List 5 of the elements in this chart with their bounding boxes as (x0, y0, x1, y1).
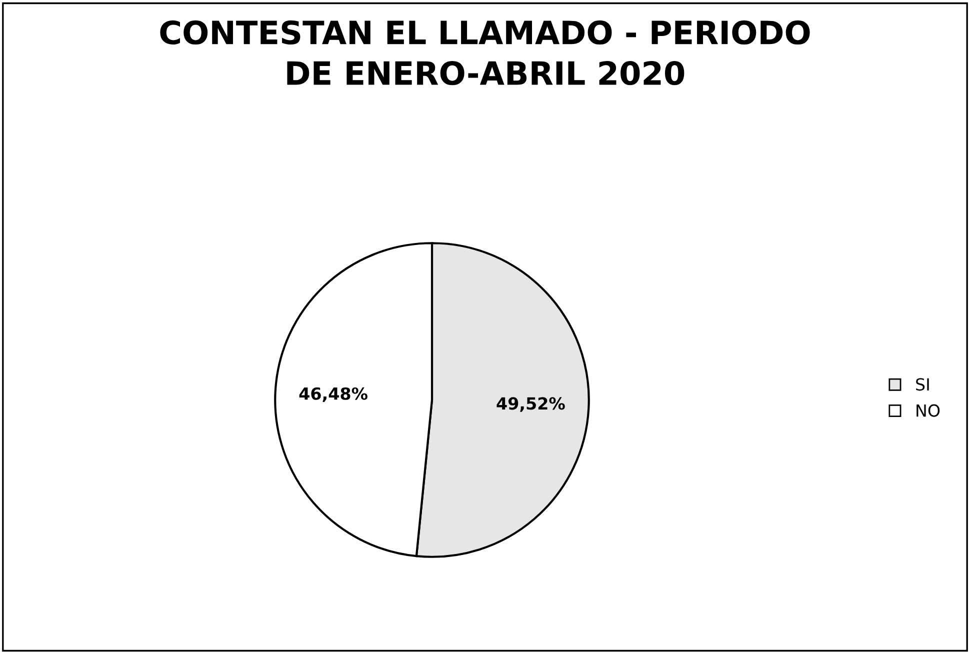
legend-label: SI (916, 378, 929, 391)
legend-label: NO (916, 404, 940, 417)
chart-title: CONTESTAN EL LLAMADO - PERIODO DE ENERO-ABRIL 2020 (160, 20, 810, 86)
data-label: 46,48% (299, 387, 368, 402)
data-label: 49,52% (496, 397, 565, 412)
